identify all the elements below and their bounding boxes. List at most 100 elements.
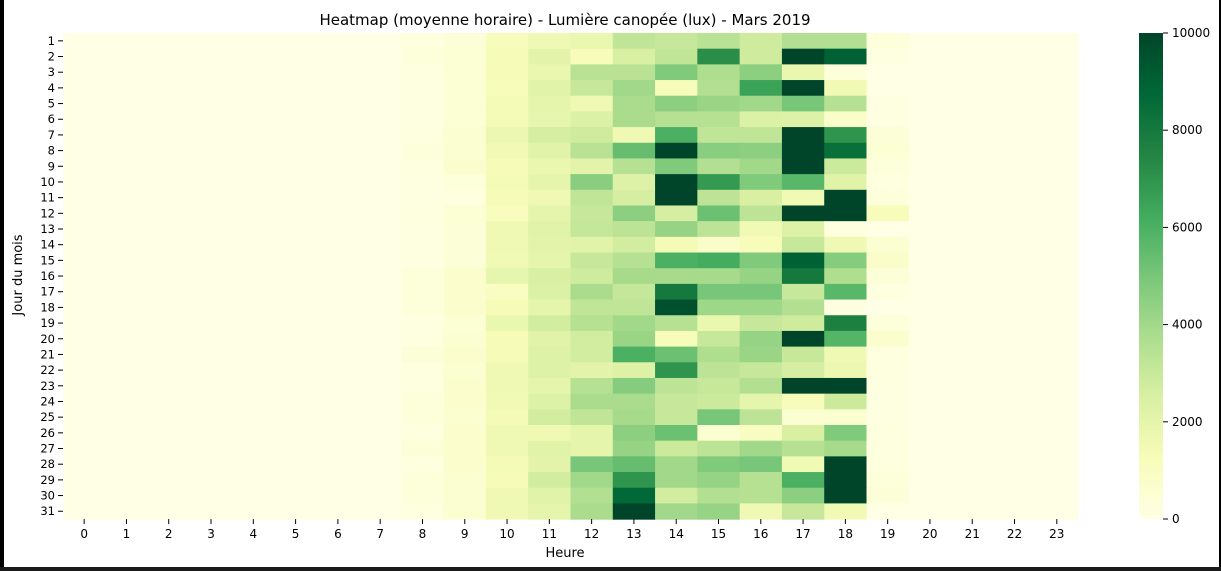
heatmap-cell bbox=[401, 330, 445, 348]
x-axis-label: Heure bbox=[545, 546, 584, 561]
heatmap-cell bbox=[316, 95, 360, 112]
heatmap-cell bbox=[105, 236, 149, 254]
heatmap-cell bbox=[401, 221, 445, 238]
heatmap-cell bbox=[993, 142, 1037, 160]
heatmap-cell bbox=[993, 221, 1037, 238]
heatmap-cell bbox=[63, 111, 106, 128]
heatmap-cell bbox=[485, 80, 529, 97]
y-tick-label: 21 bbox=[40, 347, 55, 361]
heatmap-cell bbox=[401, 503, 445, 520]
heatmap-cell bbox=[359, 174, 402, 191]
heatmap-cell bbox=[570, 440, 614, 457]
heatmap-cell bbox=[655, 487, 698, 504]
x-tick-label: 20 bbox=[922, 527, 937, 541]
heatmap-cell bbox=[528, 48, 572, 65]
heatmap-cell bbox=[824, 189, 868, 207]
heatmap-cell bbox=[824, 48, 868, 65]
heatmap-cell bbox=[739, 252, 783, 269]
heatmap-cell bbox=[612, 111, 656, 128]
y-tick-label: 14 bbox=[40, 238, 55, 252]
heatmap-cell bbox=[612, 346, 656, 363]
heatmap-cell bbox=[443, 362, 487, 379]
heatmap-cell bbox=[105, 252, 149, 269]
heatmap-cell bbox=[993, 346, 1037, 363]
heatmap-cell bbox=[401, 472, 445, 489]
heatmap-cell bbox=[697, 346, 741, 363]
heatmap-cell bbox=[951, 283, 994, 301]
heatmap-cell bbox=[612, 503, 656, 520]
heatmap-cell bbox=[189, 158, 233, 175]
heatmap-cell bbox=[824, 503, 868, 520]
heatmap-cell bbox=[908, 33, 952, 50]
heatmap-cell bbox=[697, 189, 741, 207]
y-tick-label: 31 bbox=[40, 504, 55, 518]
heatmap-cell bbox=[147, 440, 191, 457]
heatmap-cell bbox=[528, 283, 572, 301]
colorbar-tick-label: 4000 bbox=[1172, 318, 1203, 332]
heatmap-cell bbox=[908, 503, 952, 520]
heatmap-cell bbox=[824, 268, 868, 285]
heatmap-cell bbox=[485, 142, 529, 160]
heatmap-cell bbox=[63, 330, 106, 348]
heatmap-cell bbox=[781, 142, 825, 160]
heatmap-cell bbox=[655, 362, 698, 379]
heatmap-cell bbox=[359, 205, 402, 222]
y-tick-label: 18 bbox=[40, 300, 55, 314]
x-tick-label: 23 bbox=[1049, 527, 1064, 541]
heatmap-cell bbox=[528, 174, 572, 191]
heatmap-cell bbox=[655, 236, 698, 254]
heatmap-cell bbox=[1035, 456, 1079, 473]
heatmap-cell bbox=[232, 346, 276, 363]
heatmap-cell bbox=[528, 472, 572, 489]
heatmap-cell bbox=[232, 362, 276, 379]
heatmap-cell bbox=[993, 268, 1037, 285]
heatmap-cell bbox=[993, 127, 1037, 144]
heatmap-cell bbox=[1035, 221, 1079, 238]
heatmap-cell bbox=[612, 472, 656, 489]
heatmap-cell bbox=[781, 299, 825, 316]
x-tick-label: 17 bbox=[795, 527, 810, 541]
heatmap-cell bbox=[147, 299, 191, 316]
heatmap-cell bbox=[570, 346, 614, 363]
y-tick-label: 12 bbox=[40, 206, 55, 220]
heatmap-cell bbox=[232, 142, 276, 160]
heatmap-cell bbox=[781, 330, 825, 348]
heatmap-cell bbox=[443, 472, 487, 489]
heatmap-cell bbox=[739, 205, 783, 222]
heatmap-cell bbox=[147, 346, 191, 363]
heatmap-cell bbox=[570, 142, 614, 160]
heatmap-cell bbox=[908, 440, 952, 457]
heatmap-cell bbox=[655, 456, 698, 473]
heatmap-cell bbox=[359, 409, 402, 426]
x-tick-label: 16 bbox=[753, 527, 768, 541]
heatmap-cell bbox=[316, 127, 360, 144]
heatmap-cell bbox=[824, 346, 868, 363]
heatmap-cell bbox=[993, 64, 1037, 81]
heatmap-cell bbox=[232, 268, 276, 285]
heatmap-cell bbox=[1035, 205, 1079, 222]
heatmap-cell bbox=[697, 283, 741, 301]
y-tick-label: 30 bbox=[40, 489, 55, 503]
heatmap-cell bbox=[655, 393, 698, 410]
heatmap-cell bbox=[570, 268, 614, 285]
heatmap-cell bbox=[612, 221, 656, 238]
heatmap-cell bbox=[1035, 268, 1079, 285]
heatmap-cell bbox=[739, 440, 783, 457]
heatmap-cell bbox=[147, 283, 191, 301]
heatmap-cell bbox=[105, 95, 149, 112]
heatmap-cell bbox=[781, 64, 825, 81]
heatmap-cell bbox=[359, 487, 402, 504]
x-tick-label: 0 bbox=[80, 527, 88, 541]
heatmap-cell bbox=[951, 377, 994, 395]
y-tick-label: 3 bbox=[48, 65, 55, 79]
heatmap-cell bbox=[274, 236, 318, 254]
heatmap-cell bbox=[781, 127, 825, 144]
heatmap-cell bbox=[485, 189, 529, 207]
heatmap-cell bbox=[993, 299, 1037, 316]
heatmap-cell bbox=[739, 111, 783, 128]
heatmap-cell bbox=[739, 315, 783, 332]
heatmap-cell bbox=[401, 487, 445, 504]
heatmap-cell bbox=[63, 440, 106, 457]
heatmap-cell bbox=[485, 283, 529, 301]
y-tick-label: 29 bbox=[40, 473, 55, 487]
